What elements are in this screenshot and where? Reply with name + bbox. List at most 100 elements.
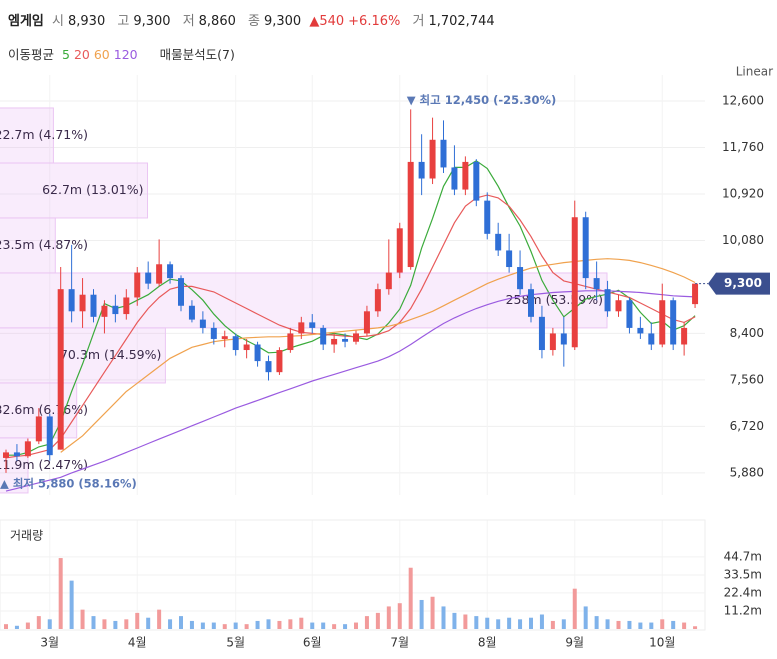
profile-bar	[0, 327, 166, 384]
candle-body	[57, 289, 64, 450]
candle-body	[156, 264, 163, 284]
profile-bar	[0, 162, 149, 219]
y-tick-label: 10,920	[722, 187, 764, 201]
candle-body	[112, 305, 119, 315]
y-tick-label: 12,600	[722, 94, 764, 108]
candle-body	[517, 267, 524, 290]
candle-body	[35, 416, 42, 442]
profile-label: 32.6m (6.76%)	[0, 402, 88, 417]
candle-body	[68, 289, 75, 312]
candle-body	[374, 289, 381, 312]
profile-label: 22.7m (4.71%)	[0, 127, 88, 142]
volume-tick-label: 22.4m	[724, 585, 762, 599]
candle-body	[604, 289, 611, 312]
volume-bar	[222, 624, 227, 629]
field-value: 9,300	[263, 14, 302, 29]
legend[interactable]: 이동평균 5 20 60 120 매물분석도(7)	[8, 44, 239, 63]
volume-bar	[660, 619, 665, 629]
volume-bar	[124, 619, 129, 629]
candle-body	[440, 139, 447, 168]
volume-bar	[474, 616, 479, 629]
candle-body	[353, 333, 359, 342]
candle-body	[13, 452, 20, 457]
legend-item[interactable]: 120	[113, 47, 138, 62]
volume-bar	[146, 617, 151, 629]
candle-body	[473, 161, 480, 201]
candle-body	[560, 333, 567, 345]
volume-bar	[266, 619, 271, 629]
y-tick-label: 7,560	[730, 372, 764, 386]
volume-bar	[375, 612, 380, 629]
volume-bar	[14, 625, 19, 629]
change-pct: +6.16%	[348, 14, 401, 29]
field-label: 종	[248, 14, 260, 29]
ma-items: 5 20 60 120	[62, 47, 142, 62]
volume-bar	[36, 616, 41, 629]
y-tick-label: 6,720	[730, 419, 764, 433]
high-annotation: ▼ 최고 12,450 (-25.30%)	[407, 93, 557, 107]
volume-bar	[354, 622, 358, 629]
candle-body	[276, 350, 283, 373]
candle-body	[396, 228, 403, 273]
volume-bar	[430, 596, 435, 629]
stock-name: 엠게임	[8, 14, 44, 29]
candle-body	[637, 327, 644, 334]
x-tick-label: 5월	[226, 636, 245, 650]
candle-body	[265, 361, 272, 373]
profile-label: 11.9m (2.47%)	[0, 457, 88, 472]
volume-bar	[452, 612, 457, 629]
y-tick-label: 8,400	[730, 326, 764, 340]
x-tick-label: 6월	[303, 636, 322, 650]
volume-bar	[80, 609, 85, 629]
change: ▲540	[309, 14, 345, 29]
candle-body	[46, 416, 53, 456]
volume-bar	[343, 624, 348, 629]
candle-body	[254, 344, 261, 362]
candle-body	[243, 344, 250, 351]
legend-item[interactable]: 5	[62, 47, 70, 62]
legend-item[interactable]: 60	[93, 47, 110, 62]
volume-bar	[583, 606, 588, 629]
candle-body	[221, 336, 228, 339]
volume-bar	[244, 624, 249, 629]
ma-title: 이동평균	[8, 47, 55, 62]
volume-bar	[594, 616, 599, 629]
volume-bar	[179, 616, 183, 629]
volume-bar	[255, 620, 260, 629]
volume-bar	[25, 622, 30, 629]
x-tick-label: 3월	[40, 636, 59, 650]
profile-bar	[0, 107, 54, 164]
legend-item[interactable]: 20	[73, 47, 90, 62]
volume-bar	[441, 606, 446, 629]
candle-body	[101, 305, 108, 317]
candle-body	[648, 333, 655, 345]
candle-body	[582, 217, 589, 279]
candle-body	[451, 167, 458, 190]
volume-bar	[168, 619, 173, 629]
candle-body	[538, 316, 545, 351]
x-tick-label: 7월	[390, 636, 409, 650]
candle-body	[309, 322, 316, 328]
volume-bar	[288, 619, 293, 629]
profile-title[interactable]: 매물분석도(7)	[159, 47, 235, 62]
candle-body	[178, 278, 184, 306]
ma-line	[60, 258, 696, 453]
x-tick-label: 10월	[649, 636, 675, 650]
candle-body	[188, 305, 195, 320]
candle-body	[626, 300, 633, 328]
candle-body	[506, 250, 513, 268]
volume-bar	[550, 620, 555, 629]
volume-bar	[91, 616, 96, 629]
candle-body	[145, 272, 152, 284]
volume-bar	[539, 614, 544, 629]
volume-bar	[408, 567, 413, 629]
volume-bar	[529, 617, 533, 629]
candle-body	[24, 441, 31, 457]
volume-bar	[69, 580, 74, 629]
field-label: 고	[117, 14, 130, 29]
candle-body	[3, 452, 9, 458]
volume-bar	[463, 614, 468, 629]
volume-bar	[485, 617, 490, 629]
candle-body	[429, 139, 436, 179]
field-label: 저	[182, 14, 195, 29]
